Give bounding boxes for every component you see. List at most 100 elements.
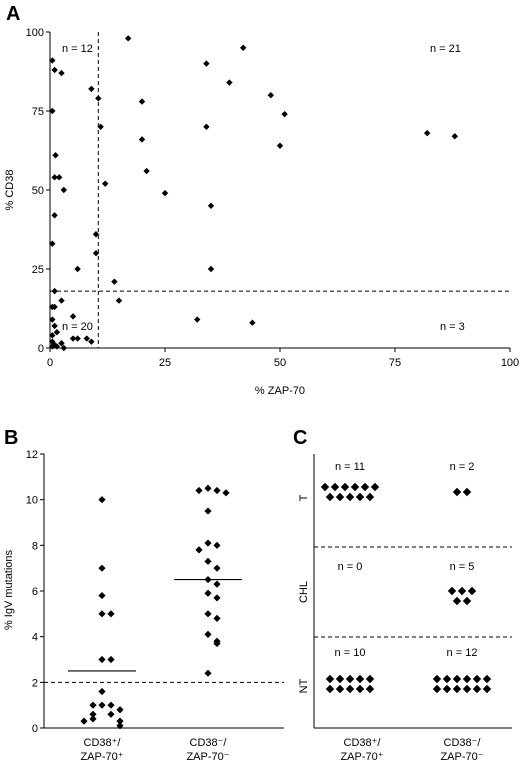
b-data-point [89, 701, 97, 709]
b-data-point [213, 639, 221, 648]
b-category-label: CD38⁺/ZAP-70⁺ [80, 737, 123, 763]
c-data-point [365, 492, 375, 502]
c-data-point [452, 487, 462, 497]
b-category-label: CD38⁻/ZAP-70⁻ [186, 737, 229, 763]
a-data-point [60, 186, 67, 194]
c-data-point [452, 596, 462, 606]
a-data-point [51, 66, 58, 74]
a-data-point [88, 85, 95, 93]
a-data-point [281, 110, 288, 118]
c-data-point [452, 684, 462, 694]
a-data-point [60, 344, 67, 352]
a-count-bottom-left: n = 20 [62, 321, 93, 333]
a-data-point [51, 287, 58, 295]
a-data-point [69, 313, 77, 320]
b-data-point [204, 557, 212, 565]
a-data-point [207, 265, 215, 273]
a-data-point [53, 343, 61, 350]
c-data-point [472, 684, 482, 694]
c-data-point [462, 674, 472, 684]
b-data-point [80, 717, 88, 725]
a-data-point [49, 316, 56, 323]
c-data-point [447, 586, 457, 596]
b-data-point [204, 539, 212, 547]
c-data-point [462, 684, 472, 694]
b-data-point [98, 701, 106, 709]
a-data-point [83, 335, 90, 342]
b-data-point [98, 610, 106, 618]
b-data-point [116, 717, 124, 725]
b-y-tick-label: 6 [32, 586, 38, 598]
b-data-point [107, 655, 115, 664]
c-category-label: CD38⁺/ZAP-70⁺ [340, 737, 383, 763]
a-x-axis-label: % ZAP-70 [255, 385, 305, 397]
a-x-tick-label: 100 [501, 357, 519, 369]
a-y-tick-label: 0 [38, 343, 44, 355]
panel-label-c: C [293, 427, 307, 449]
a-data-point [240, 44, 247, 51]
a-data-point [58, 69, 65, 77]
a-data-point [88, 338, 95, 345]
a-count-top-right: n = 21 [430, 43, 461, 55]
a-data-point [111, 278, 118, 285]
b-y-tick-label: 10 [26, 495, 38, 507]
a-data-point [95, 95, 102, 102]
a-data-point [49, 332, 56, 339]
a-data-point [115, 297, 123, 304]
a-data-point [69, 335, 77, 342]
a-data-point [52, 152, 59, 159]
b-data-point [98, 655, 106, 664]
a-data-point [249, 319, 256, 326]
b-data-point [213, 486, 221, 495]
a-data-point [49, 343, 56, 350]
a-x-tick-label: 50 [274, 357, 286, 369]
a-data-point [56, 174, 63, 181]
c-data-point [325, 684, 335, 694]
b-y-tick-label: 0 [32, 723, 38, 735]
b-data-point [213, 541, 221, 549]
a-data-point [74, 335, 81, 342]
b-y-axis-label: % IgV mutations [3, 549, 15, 630]
c-data-point [462, 487, 472, 497]
c-data-point [467, 586, 477, 596]
b-data-point [116, 722, 124, 730]
a-y-axis-label: % CD38 [4, 170, 16, 211]
b-data-point [116, 706, 124, 714]
c-data-point [360, 482, 370, 492]
b-y-tick-label: 12 [26, 449, 38, 461]
a-data-point [267, 92, 274, 99]
b-data-point [98, 496, 106, 504]
c-data-point [432, 684, 442, 694]
c-data-point [325, 492, 335, 502]
c-data-point [345, 492, 355, 502]
b-data-point [107, 710, 115, 718]
c-data-point [462, 596, 472, 606]
c-data-point [442, 674, 452, 684]
c-data-point [370, 482, 380, 492]
c-count-label: n = 10 [335, 647, 366, 659]
b-data-point [89, 710, 97, 718]
a-data-point [125, 35, 132, 42]
a-data-point [92, 231, 100, 238]
a-x-tick-label: 0 [47, 357, 53, 369]
c-data-point [355, 674, 365, 684]
a-data-point [226, 79, 233, 86]
a-y-tick-label: 100 [26, 27, 44, 39]
b-data-point [107, 701, 115, 709]
c-row-label: CHL [298, 581, 310, 603]
a-data-point [143, 167, 150, 175]
c-data-point [365, 684, 375, 694]
a-x-tick-label: 25 [159, 357, 171, 369]
c-data-point [350, 482, 360, 492]
c-count-label: n = 12 [447, 647, 478, 659]
b-data-point [98, 564, 106, 572]
c-data-point [340, 482, 350, 492]
a-data-point [102, 180, 109, 187]
a-x-tick-label: 75 [389, 357, 401, 369]
c-data-point [345, 674, 355, 684]
panel-a-scatter: 0 25 50 75 100 0 25 50 75 100 n = 12 n = 21 n = … [4, 27, 519, 397]
a-data-point [53, 329, 61, 336]
b-data-point [195, 546, 203, 554]
b-data-point [107, 610, 115, 618]
